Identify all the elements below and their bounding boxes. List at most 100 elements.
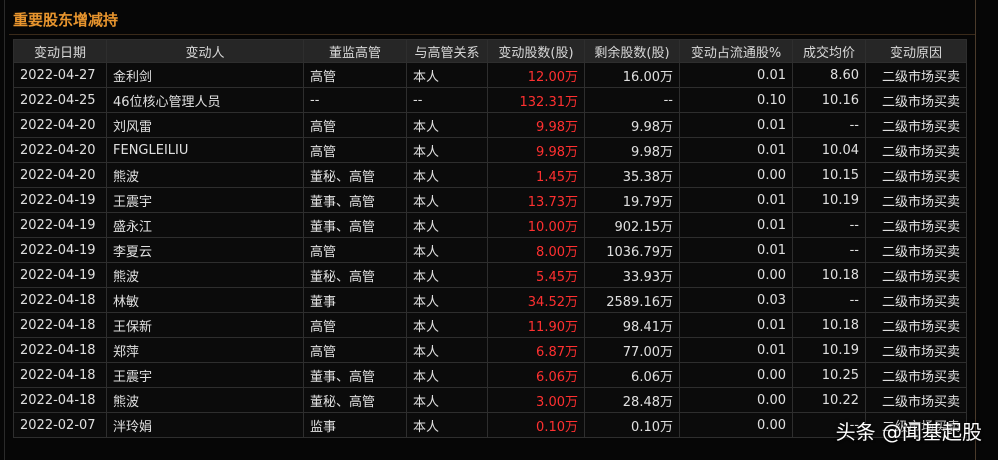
table-cell: 28.48万 (584, 387, 680, 413)
table-cell: 二级市场买卖 (865, 287, 967, 313)
table-cell: 董事 (303, 287, 407, 313)
table-cell: 0.10 (679, 87, 793, 113)
holdings-table: 变动日期 变动人 董监高管 与高管关系 变动股数(股) 剩余股数(股) 变动占流通股% 成交均… (13, 39, 967, 438)
table-cell: 11.90万 (487, 312, 585, 338)
table-cell: 王震宇 (106, 362, 304, 388)
table-cell: 6.06万 (584, 362, 680, 388)
table-cell: 2022-04-20 (13, 137, 107, 163)
table-cell: 董事、高管 (303, 187, 407, 213)
table-cell: 0.00 (679, 262, 793, 288)
table-cell: -- (792, 112, 866, 138)
table-cell: 0.01 (679, 237, 793, 263)
table-cell: 熊波 (106, 387, 304, 413)
table-row: 2022-04-25 46位核心管理人员 -- -- 132.31万 -- 0.10 10.1… (13, 87, 967, 113)
table-cell: -- (792, 412, 866, 438)
table-cell: 本人 (406, 412, 488, 438)
table-cell: 高管 (303, 112, 407, 138)
table-cell: 2022-04-18 (13, 387, 107, 413)
table-cell: 0.01 (679, 212, 793, 238)
table-cell: 本人 (406, 187, 488, 213)
table-cell: 二级市场买卖 (865, 387, 967, 413)
table-cell: 高管 (303, 137, 407, 163)
table-row: 2022-04-18 郑萍 高管 本人 6.87万 77.00万 0.01 10.19 二级市场… (13, 337, 967, 363)
table-cell: 6.06万 (487, 362, 585, 388)
table-cell: 0.01 (679, 62, 793, 88)
column-header: 变动人 (106, 39, 304, 63)
table-row: 2022-04-20 刘风雷 高管 本人 9.98万 9.98万 0.01 -- 二级市场买卖 (13, 112, 967, 138)
table-cell: 林敏 (106, 287, 304, 313)
table-cell: 熊波 (106, 162, 304, 188)
table-row: 2022-04-20 FENGLEILIU 高管 本人 9.98万 9.98万 0.01 10… (13, 137, 967, 163)
table-cell: 二级市场买卖 (865, 237, 967, 263)
table-cell: 35.38万 (584, 162, 680, 188)
table-cell: -- (406, 87, 488, 113)
table-body: 2022-04-27 金利剑 高管 本人 12.00万 16.00万 0.01 8.60 二级市… (13, 62, 967, 438)
table-cell: 王震宇 (106, 187, 304, 213)
table-row: 2022-04-18 王震宇 董事、高管 本人 6.06万 6.06万 0.00 10.25 二… (13, 362, 967, 388)
table-cell: 2022-04-19 (13, 187, 107, 213)
table-cell: -- (303, 87, 407, 113)
table-cell: 2022-04-25 (13, 87, 107, 113)
table-row: 2022-04-19 熊波 董秘、高管 本人 5.45万 33.93万 0.00 10.18 二… (13, 262, 967, 288)
table-cell: 1036.79万 (584, 237, 680, 263)
table-cell: 77.00万 (584, 337, 680, 363)
table-cell: 10.18 (792, 312, 866, 338)
table-cell: 1.45万 (487, 162, 585, 188)
table-cell: 本人 (406, 212, 488, 238)
table-cell: 董秘、高管 (303, 387, 407, 413)
table-row: 2022-02-07 泮玲娟 监事 本人 0.10万 0.10万 0.00 -- 二级市场买卖 (13, 412, 967, 438)
table-cell: 二级市场买卖 (865, 412, 967, 438)
table-cell: -- (792, 237, 866, 263)
table-cell: 9.98万 (584, 137, 680, 163)
table-cell: 二级市场买卖 (865, 62, 967, 88)
table-cell: 董秘、高管 (303, 162, 407, 188)
table-cell: 本人 (406, 112, 488, 138)
table-cell: 16.00万 (584, 62, 680, 88)
watermark: 头条 @闻基起股 (835, 420, 982, 444)
table-cell: 本人 (406, 262, 488, 288)
table-row: 2022-04-18 熊波 董秘、高管 本人 3.00万 28.48万 0.00 10.22 二… (13, 387, 967, 413)
table-cell: 熊波 (106, 262, 304, 288)
table-cell: 2022-04-18 (13, 337, 107, 363)
table-cell: -- (584, 87, 680, 113)
table-row: 2022-04-20 熊波 董秘、高管 本人 1.45万 35.38万 0.00 10.15 二… (13, 162, 967, 188)
table-cell: 8.60 (792, 62, 866, 88)
table-cell: 本人 (406, 337, 488, 363)
table-cell: 10.25 (792, 362, 866, 388)
column-header: 变动原因 (865, 39, 967, 63)
table-cell: 10.15 (792, 162, 866, 188)
table-cell: 盛永江 (106, 212, 304, 238)
table-cell: 二级市场买卖 (865, 312, 967, 338)
table-cell: 董事、高管 (303, 362, 407, 388)
table-cell: 本人 (406, 162, 488, 188)
table-cell: 2022-04-18 (13, 362, 107, 388)
table-cell: 5.45万 (487, 262, 585, 288)
table-cell: 13.73万 (487, 187, 585, 213)
table-cell: 132.31万 (487, 87, 585, 113)
column-header: 变动占流通股% (679, 39, 793, 63)
table-cell: 2022-04-19 (13, 237, 107, 263)
table-row: 2022-04-27 金利剑 高管 本人 12.00万 16.00万 0.01 8.60 二级市… (13, 62, 967, 88)
table-cell: 10.22 (792, 387, 866, 413)
table-cell: 33.93万 (584, 262, 680, 288)
table-cell: 2022-04-19 (13, 262, 107, 288)
table-cell: 2022-04-18 (13, 287, 107, 313)
section-title: 重要股东增减持 (13, 11, 119, 29)
table-cell: 10.19 (792, 337, 866, 363)
table-row: 2022-04-18 林敏 董事 本人 34.52万 2589.16万 0.03 -- 二级市场… (13, 287, 967, 313)
table-cell: 9.98万 (487, 137, 585, 163)
table-cell: 本人 (406, 62, 488, 88)
table-row: 2022-04-19 李夏云 高管 本人 8.00万 1036.79万 0.01 -- 二级市场… (13, 237, 967, 263)
table-cell: 0.00 (679, 387, 793, 413)
table-cell: 2589.16万 (584, 287, 680, 313)
table-row: 2022-04-19 盛永江 董事、高管 本人 10.00万 902.15万 0.01 -- 二… (13, 212, 967, 238)
table-cell: 李夏云 (106, 237, 304, 263)
table-cell: 0.01 (679, 112, 793, 138)
column-header: 成交均价 (792, 39, 866, 63)
table-cell: 高管 (303, 62, 407, 88)
table-cell: 9.98万 (584, 112, 680, 138)
table-cell: 监事 (303, 412, 407, 438)
table-cell: 高管 (303, 237, 407, 263)
table-cell: 0.01 (679, 137, 793, 163)
